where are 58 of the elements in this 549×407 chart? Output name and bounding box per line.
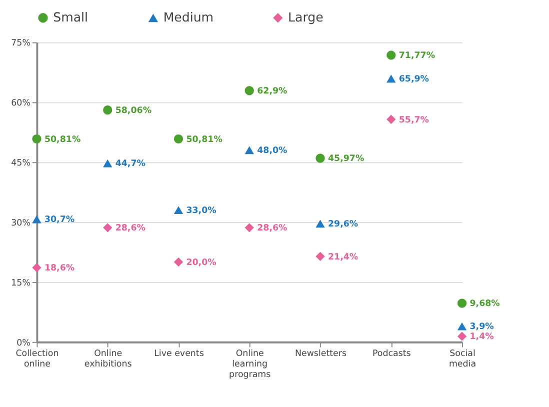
data-label: 33,0% <box>186 206 217 216</box>
x-tick-label: Social media <box>448 348 476 370</box>
x-tick-label: Online learning programs <box>229 348 272 380</box>
data-label: 30,7% <box>44 215 75 226</box>
y-tick-label: 15% <box>11 278 30 288</box>
x-tick-label: Online exhibitions <box>84 348 132 370</box>
data-label: 18,6% <box>44 264 75 274</box>
legend-label: Small <box>53 10 88 25</box>
data-label: 21,4% <box>328 252 358 262</box>
data-label: 58,06% <box>115 106 152 116</box>
legend-label: Medium <box>163 10 214 25</box>
y-tick-label: 60% <box>11 98 30 109</box>
point <box>457 322 467 330</box>
point <box>244 146 254 154</box>
data-label: 48,0% <box>257 146 288 156</box>
data-label: 71,77% <box>398 51 436 62</box>
point <box>457 332 467 341</box>
x-tick-label: Podcasts <box>372 348 412 359</box>
data-label: 28,6% <box>115 224 146 234</box>
legend-label: Large <box>288 10 324 25</box>
point <box>244 86 254 96</box>
point <box>244 223 254 232</box>
data-label: 55,7% <box>398 115 430 126</box>
point <box>174 257 184 267</box>
point <box>386 50 396 60</box>
data-label: 50,81% <box>186 134 223 145</box>
data-label: 50,81% <box>44 134 81 145</box>
x-tick-label: Live events <box>154 348 204 359</box>
y-tick-label: 30% <box>11 218 30 228</box>
data-label: 9,68% <box>470 299 500 310</box>
point <box>32 263 42 272</box>
y-tick-label: 45% <box>11 158 30 169</box>
data-label: 28,6% <box>257 224 288 234</box>
data-label: 20,0% <box>186 258 217 268</box>
point <box>103 105 112 115</box>
point <box>386 114 396 124</box>
data-label: 65,9% <box>398 74 430 85</box>
point <box>316 252 325 262</box>
point <box>316 154 325 163</box>
data-label: 45,97% <box>328 154 364 164</box>
y-tick-label: 75% <box>11 38 30 49</box>
y-tick-label: 0% <box>16 338 30 348</box>
point <box>386 74 396 83</box>
x-tick-label: Collection online <box>16 348 59 370</box>
point <box>32 215 42 224</box>
point <box>316 220 325 228</box>
point <box>32 134 42 144</box>
data-label: 3,9% <box>470 322 494 332</box>
x-tick-label: Newsletters <box>294 348 347 359</box>
point <box>174 206 184 214</box>
point <box>103 159 112 168</box>
data-label: 44,7% <box>115 159 146 170</box>
point <box>103 223 112 232</box>
data-label: 1,4% <box>470 332 494 342</box>
point <box>457 298 467 308</box>
data-label: 29,6% <box>328 220 358 230</box>
data-label: 62,9% <box>257 86 288 97</box>
point <box>174 134 184 144</box>
